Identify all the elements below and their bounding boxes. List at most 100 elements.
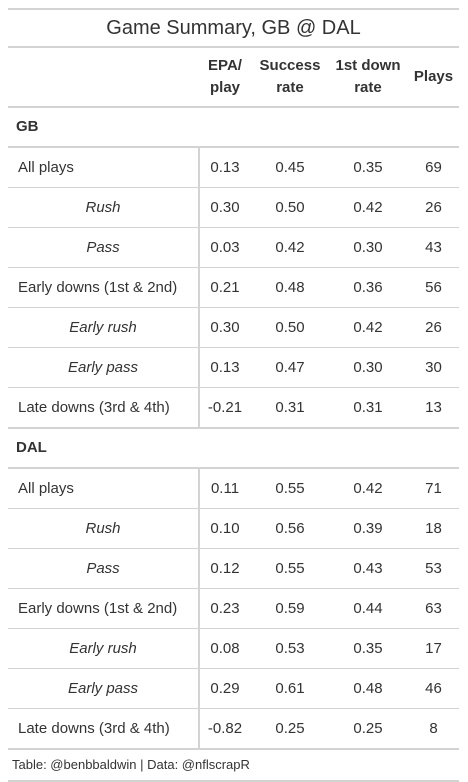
column-header-line: rate	[276, 79, 304, 96]
table-cell: 0.47	[275, 359, 305, 376]
table-cell: 0.55	[275, 560, 305, 577]
table-cell: 0.21	[210, 279, 240, 296]
table-cell: 0.56	[275, 520, 305, 537]
table-cell: 0.50	[275, 319, 305, 336]
table-cell: 0.55	[275, 480, 305, 497]
table-row: Early downs (1st & 2nd) 0.23 0.59 0.44 63	[8, 589, 459, 629]
table-cell: 43	[425, 239, 442, 256]
row-label: Pass	[8, 228, 200, 267]
table-cell: 26	[425, 319, 442, 336]
table-cell: 71	[425, 480, 442, 497]
table-cell: 0.43	[353, 560, 383, 577]
table-cell: 0.53	[275, 640, 305, 657]
table-cell: 0.11	[210, 480, 240, 497]
row-label: Early downs (1st & 2nd)	[8, 268, 200, 307]
column-header-line: 1st down	[335, 57, 401, 74]
table-cell: 17	[425, 640, 442, 657]
table-row: All plays 0.11 0.55 0.42 71	[8, 469, 459, 509]
table-row: Early downs (1st & 2nd) 0.21 0.48 0.36 56	[8, 268, 459, 308]
table-row: All plays 0.13 0.45 0.35 69	[8, 148, 459, 188]
group-header: GB	[8, 108, 459, 148]
table-cell: 63	[425, 600, 442, 617]
column-header-line: rate	[354, 79, 382, 96]
column-header-first-down-rate: 1st down rate	[328, 48, 408, 106]
table-cell: 0.08	[210, 640, 240, 657]
table-cell: 0.50	[275, 199, 305, 216]
row-label: All plays	[8, 148, 200, 187]
table-row: Late downs (3rd & 4th) -0.82 0.25 0.25 8	[8, 709, 459, 750]
column-header-success-rate: Success rate	[254, 48, 326, 106]
table-cell: 0.23	[210, 600, 240, 617]
column-header-line: EPA/	[208, 57, 242, 74]
table-cell: 56	[425, 279, 442, 296]
table-cell: 46	[425, 680, 442, 697]
table-row: Early pass 0.29 0.61 0.48 46	[8, 669, 459, 709]
table-cell: 0.13	[210, 159, 240, 176]
table-row: Late downs (3rd & 4th) -0.21 0.31 0.31 13	[8, 388, 459, 429]
table-cell: 0.30	[353, 239, 383, 256]
table-cell: 30	[425, 359, 442, 376]
table-cell: 0.10	[210, 520, 240, 537]
table-cell: 0.31	[275, 399, 305, 416]
row-label: Pass	[8, 549, 200, 588]
table-cell: 0.42	[353, 199, 383, 216]
table-cell: 0.59	[275, 600, 305, 617]
table-row: Rush 0.10 0.56 0.39 18	[8, 509, 459, 549]
table-cell: 0.42	[353, 319, 383, 336]
table-cell: 0.03	[210, 239, 240, 256]
row-label: Early pass	[8, 348, 200, 387]
table-cell: 26	[425, 199, 442, 216]
row-label: Late downs (3rd & 4th)	[8, 388, 200, 427]
column-header-epa-per-play: EPA/play	[198, 48, 252, 106]
table-cell: 0.42	[275, 239, 305, 256]
table-cell: 0.25	[353, 720, 383, 737]
table-cell: 0.44	[353, 600, 383, 617]
table-cell: 0.35	[353, 640, 383, 657]
row-label: All plays	[8, 469, 200, 508]
table-cell: 0.48	[353, 680, 383, 697]
table-cell: 0.39	[353, 520, 383, 537]
table-cell: 53	[425, 560, 442, 577]
table-row: Early pass 0.13 0.47 0.30 30	[8, 348, 459, 388]
row-label: Late downs (3rd & 4th)	[8, 709, 200, 748]
table-cell: 0.61	[275, 680, 305, 697]
table-title: Game Summary, GB @ DAL	[8, 8, 459, 48]
table-cell: 18	[425, 520, 442, 537]
row-label: Rush	[8, 188, 200, 227]
column-header-row: EPA/play Success rate 1st down rate Plays	[8, 48, 459, 108]
group-header: DAL	[8, 429, 459, 469]
table-cell: 0.29	[210, 680, 240, 697]
table-cell: 69	[425, 159, 442, 176]
table-cell: 0.13	[210, 359, 240, 376]
table-cell: 0.42	[353, 480, 383, 497]
column-header-line: Plays	[413, 68, 454, 85]
table-row: Early rush 0.08 0.53 0.35 17	[8, 629, 459, 669]
table-cell: 0.31	[353, 399, 383, 416]
table-cell: 0.12	[210, 560, 240, 577]
column-header-line: Success	[259, 57, 321, 74]
table-cell: -0.21	[207, 399, 243, 416]
row-label: Rush	[8, 509, 200, 548]
table-cell: 0.30	[210, 199, 240, 216]
table-cell: 0.25	[275, 720, 305, 737]
table-row: Early rush 0.30 0.50 0.42 26	[8, 308, 459, 348]
table-cell: -0.82	[207, 720, 243, 737]
table-cell: 0.35	[353, 159, 383, 176]
row-label: Early pass	[8, 669, 200, 708]
table-cell: 13	[425, 399, 442, 416]
column-header-line: play	[209, 79, 240, 96]
table-cell: 8	[429, 720, 438, 737]
table-cell: 0.30	[353, 359, 383, 376]
table-cell: 0.36	[353, 279, 383, 296]
source-note: Table: @benbbaldwin | Data: @nflscrapR	[8, 750, 459, 782]
table-row: Pass 0.03 0.42 0.30 43	[8, 228, 459, 268]
row-label: Early rush	[8, 308, 200, 347]
table-cell: 0.30	[210, 319, 240, 336]
table-cell: 0.48	[275, 279, 305, 296]
column-header-plays: Plays	[408, 48, 459, 106]
row-label: Early rush	[8, 629, 200, 668]
table-row: Rush 0.30 0.50 0.42 26	[8, 188, 459, 228]
table-body: GB All plays 0.13 0.45 0.35 69 Rush 0.30 0.50 0.4…	[8, 108, 459, 750]
summary-table: Game Summary, GB @ DAL EPA/play Success r…	[8, 8, 459, 782]
table-cell: 0.45	[275, 159, 305, 176]
